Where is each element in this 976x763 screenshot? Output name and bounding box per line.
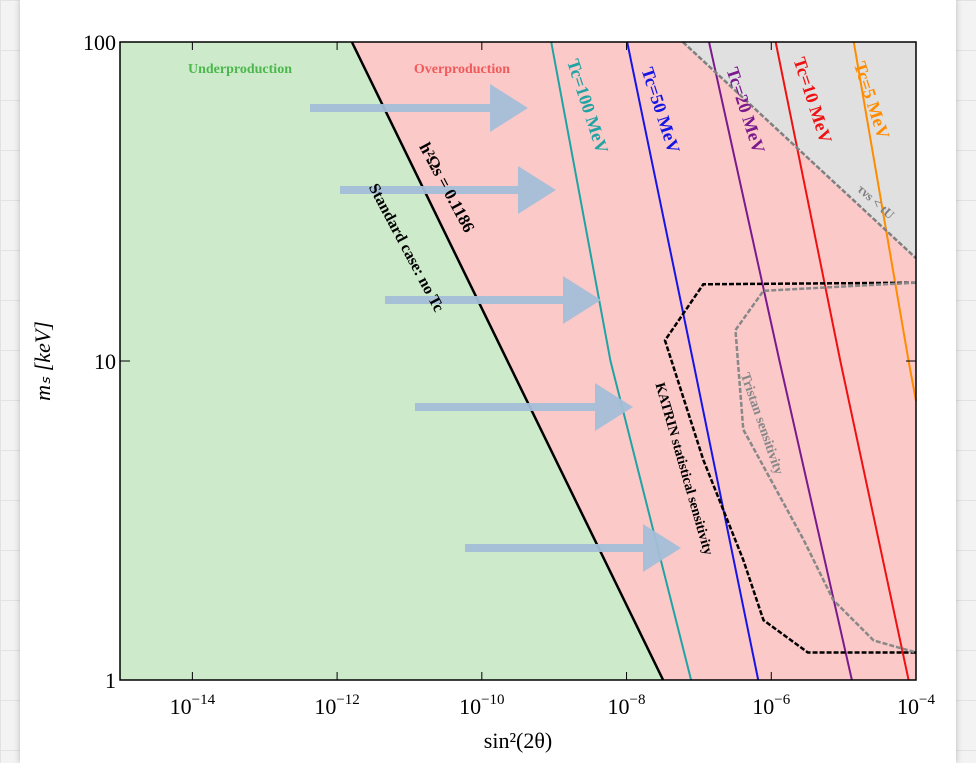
y-tick-label: 10 [94, 349, 116, 374]
x-tick-label: 10−6 [752, 692, 790, 719]
x-tick-label: 10−12 [314, 692, 359, 719]
x-tick-label: 10−14 [170, 692, 216, 719]
page: {"chart_data": { "type": "line", "x_labe… [0, 0, 976, 763]
region-label: Overproduction [414, 62, 510, 77]
chart: UnderproductionOverproductionStandard ca… [0, 0, 976, 763]
y-axis-label: mₛ [keV] [30, 321, 55, 401]
x-tick-label: 10−4 [897, 692, 935, 719]
regions [120, 42, 916, 680]
region-label: Underproduction [188, 62, 292, 77]
y-tick-label: 1 [105, 668, 116, 693]
x-axis-label: sin²(2θ) [484, 728, 552, 753]
y-tick-label: 100 [83, 30, 116, 55]
x-tick-label: 10−8 [608, 692, 646, 719]
x-tick-label: 10−10 [459, 692, 504, 719]
